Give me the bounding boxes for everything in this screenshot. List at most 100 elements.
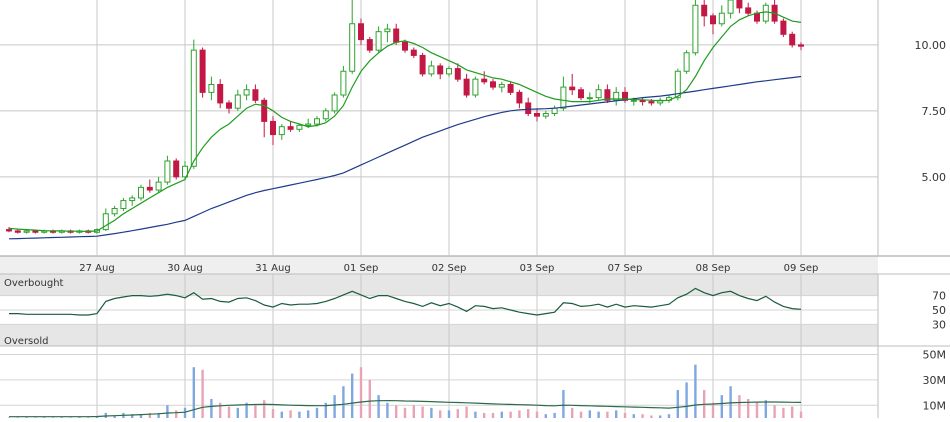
volume-bar <box>456 409 459 418</box>
candle-body <box>419 54 426 75</box>
candle-body <box>701 4 708 17</box>
line-layer <box>8 11 802 418</box>
candle-body <box>490 81 496 88</box>
volume-bar <box>738 395 741 418</box>
volume-bar <box>711 402 715 418</box>
candle-body <box>762 4 769 22</box>
candle-body <box>234 94 241 109</box>
volume-bar <box>201 369 204 418</box>
volume-bar <box>324 402 327 418</box>
candle-body <box>551 107 558 114</box>
candle-body <box>534 112 540 117</box>
volume-bar <box>263 400 266 418</box>
moving-average-short-line <box>8 11 802 233</box>
indicator-tick-label: 30 <box>932 318 946 331</box>
candle-body <box>384 28 391 33</box>
date-tick-label: 08 Sep <box>696 263 731 274</box>
candle <box>243 84 250 101</box>
candle <box>138 184 144 201</box>
candle <box>358 18 364 45</box>
candle <box>120 197 127 212</box>
volume-bar <box>694 364 697 418</box>
candle <box>155 176 162 193</box>
volume-bar <box>245 402 248 418</box>
candle-layer <box>6 0 804 234</box>
volume-bar <box>139 414 143 418</box>
candle <box>745 2 752 16</box>
candle-body <box>578 89 584 99</box>
candle <box>798 42 804 51</box>
volume-bar <box>447 410 451 418</box>
candle <box>226 100 232 114</box>
date-tick-label: 30 Aug <box>167 263 202 274</box>
candle <box>190 39 197 169</box>
oversold-band <box>0 324 878 346</box>
candle-body <box>111 207 118 215</box>
candle-body <box>138 186 144 199</box>
volume-bar <box>131 414 134 418</box>
volume-bar <box>280 411 283 418</box>
candle <box>296 124 303 132</box>
volume-bar <box>500 411 503 418</box>
candle <box>490 79 496 90</box>
candle-body <box>780 20 787 35</box>
volume-bar <box>271 409 275 418</box>
date-axis-strip <box>0 256 878 274</box>
candle <box>692 0 699 56</box>
volume-bar <box>615 410 618 418</box>
volume-bar <box>579 411 583 418</box>
candle-body <box>727 0 734 14</box>
volume-bar <box>254 405 257 418</box>
candle-body <box>525 102 532 114</box>
candle <box>718 5 725 27</box>
candle <box>701 0 708 27</box>
candle <box>278 124 285 140</box>
candle-body <box>402 41 408 51</box>
date-tick-label: 02 Sep <box>432 263 467 274</box>
date-tick-label: 03 Sep <box>520 263 555 274</box>
date-tick-label: 31 Aug <box>255 263 290 274</box>
volume-bar <box>588 410 591 418</box>
candle-body <box>23 230 30 233</box>
candle <box>340 65 347 98</box>
volume-bar <box>298 411 301 418</box>
volume-bar <box>650 415 653 418</box>
candle <box>375 26 382 53</box>
candle <box>252 84 259 103</box>
candle-body <box>190 49 197 167</box>
candle-body <box>674 70 681 99</box>
volume-bar <box>333 395 336 418</box>
candle <box>331 92 338 114</box>
date-tick-label: 09 Sep <box>784 263 819 274</box>
candle <box>454 63 461 82</box>
volume-bar <box>307 410 310 418</box>
candle <box>437 63 444 80</box>
indicator-tick-label: 50 <box>932 304 946 317</box>
volume-bar <box>386 402 389 418</box>
volume-bar <box>562 390 565 418</box>
candle <box>6 226 12 233</box>
candle-body <box>32 230 39 233</box>
candle-body <box>155 181 162 191</box>
candle <box>481 71 488 85</box>
volume-bar <box>421 406 424 418</box>
candle <box>525 97 532 117</box>
candle-body <box>393 28 400 43</box>
volume-bar <box>157 412 160 418</box>
candle-body <box>560 86 567 109</box>
oversold-label: Oversold <box>4 336 49 347</box>
volume-bar <box>430 407 433 418</box>
volume-bar <box>782 407 785 418</box>
candle-body <box>498 83 505 88</box>
candle-body <box>472 78 479 96</box>
candle <box>507 81 514 96</box>
volume-bar <box>412 405 415 418</box>
candle <box>604 84 611 103</box>
candle <box>472 76 479 98</box>
candle-body <box>182 165 188 178</box>
candle-body <box>516 91 523 104</box>
volume-bar <box>676 390 679 418</box>
candle <box>402 39 408 53</box>
candle <box>683 50 690 74</box>
